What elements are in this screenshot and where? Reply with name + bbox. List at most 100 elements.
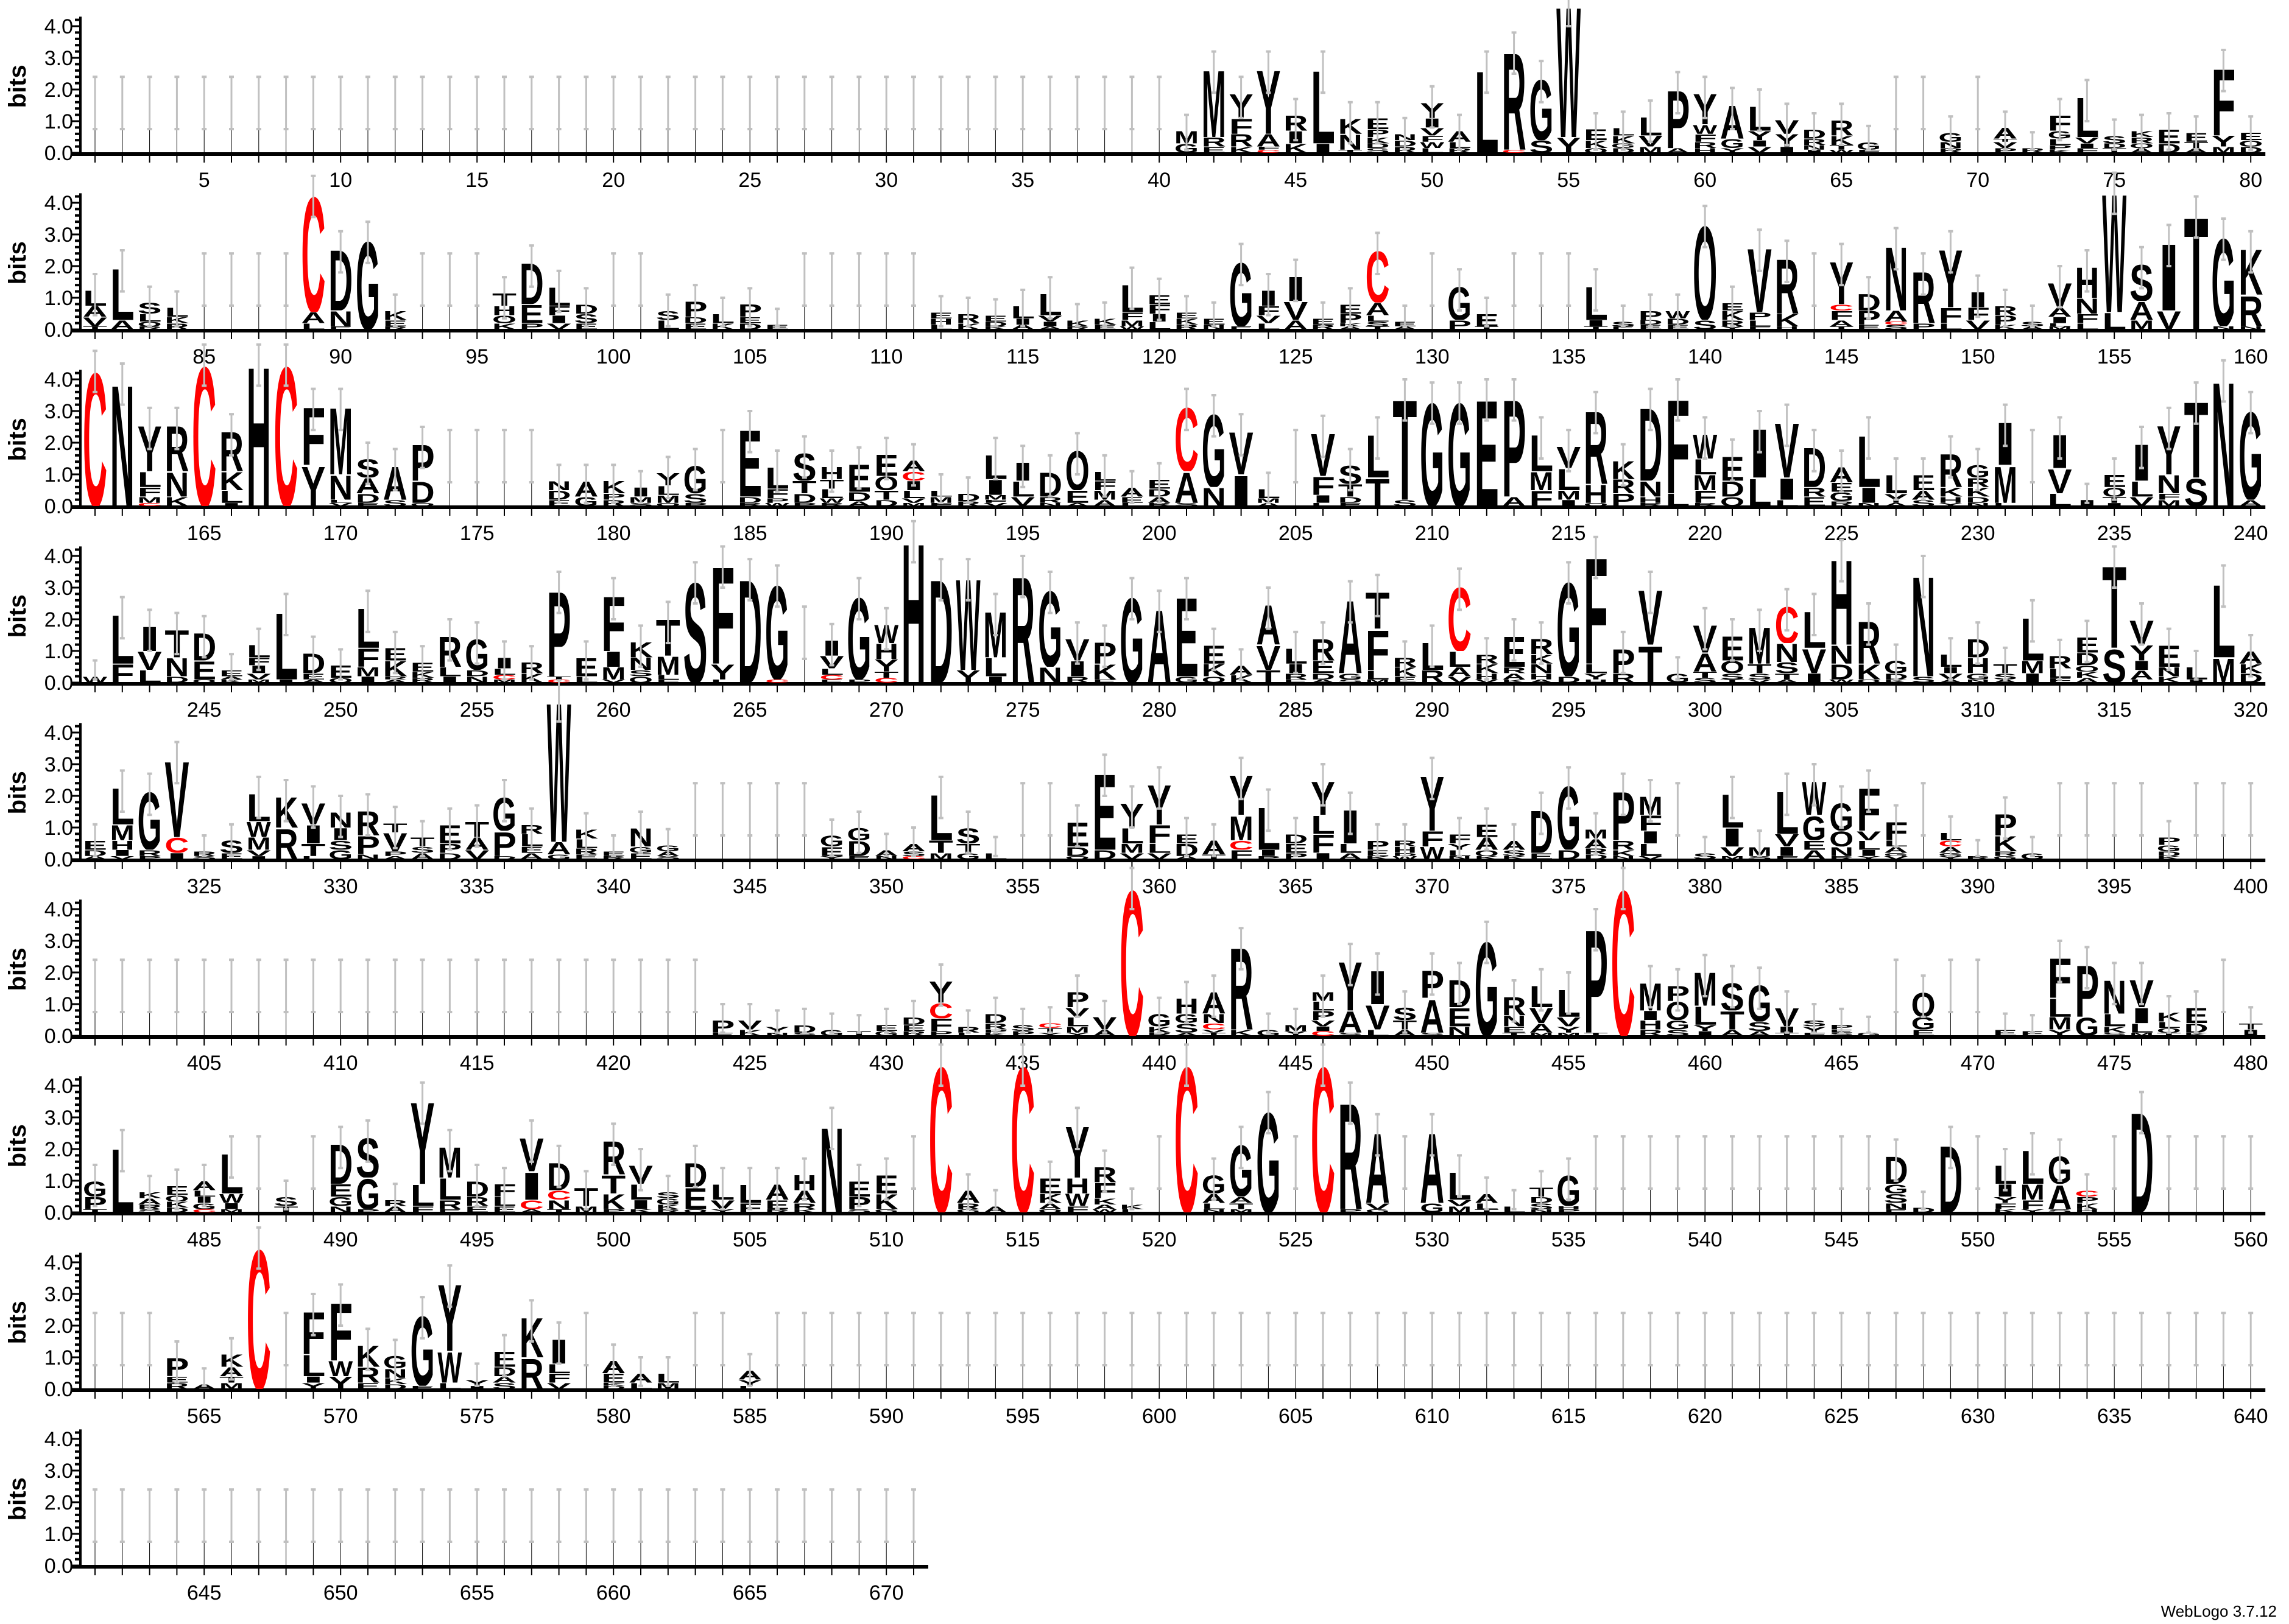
logo-column	[901, 826, 926, 859]
logo-column	[192, 343, 217, 506]
x-tick-label: 20	[602, 169, 625, 192]
logo-column	[1556, 0, 1581, 153]
logo-column	[1338, 943, 1363, 1036]
logo-column	[246, 627, 271, 683]
logo-column	[1338, 100, 1363, 153]
y-tick-label: 0.0	[44, 672, 73, 695]
logo-column	[229, 958, 234, 1036]
x-tick-label: 580	[596, 1405, 631, 1428]
x-tick-label: 55	[1557, 169, 1580, 192]
logo-column	[1347, 1312, 1353, 1389]
logo-column	[629, 810, 653, 859]
logo-column	[1048, 1312, 1053, 1389]
logo-column	[556, 76, 562, 153]
logo-column	[747, 782, 753, 859]
x-tick-label: 10	[329, 169, 352, 192]
logo-column	[1229, 242, 1254, 329]
x-tick-label: 370	[1415, 875, 1450, 898]
logo-column	[328, 387, 353, 506]
x-tick-label: 245	[187, 698, 222, 722]
logo-column	[693, 782, 698, 859]
logo-column	[1920, 76, 1926, 153]
logo-column	[93, 76, 97, 153]
logo-column	[1610, 304, 1635, 329]
logo-column	[519, 1299, 544, 1389]
y-tick-label: 1.0	[44, 463, 73, 487]
logo-column	[2166, 1135, 2171, 1212]
logo-column	[383, 293, 407, 329]
logo-column	[119, 958, 125, 1036]
logo-column	[738, 1167, 763, 1213]
logo-column	[983, 298, 1008, 329]
logo-column	[383, 448, 407, 506]
logo-column	[1638, 387, 1663, 506]
logo-column	[410, 645, 435, 683]
logo-column	[2156, 995, 2181, 1036]
logo-column	[1829, 539, 1854, 683]
logo-column	[437, 1264, 462, 1389]
logo-column	[202, 252, 207, 329]
logo-column	[601, 834, 626, 859]
logo-column	[574, 640, 599, 683]
logo-column	[1074, 1312, 1080, 1389]
x-tick-label: 345	[733, 875, 767, 898]
logo-column	[2238, 390, 2263, 506]
logo-column	[829, 1312, 834, 1389]
x-tick-label: 100	[596, 345, 631, 368]
logo-column	[765, 1167, 789, 1212]
logo-column	[311, 76, 316, 153]
logo-column	[1283, 258, 1308, 330]
x-tick-label: 150	[1961, 345, 1995, 368]
logo-column	[1447, 113, 1472, 153]
logo-column	[1447, 817, 1472, 859]
logo-column	[2075, 79, 2100, 153]
x-tick-label: 315	[2097, 698, 2132, 722]
logo-column	[775, 782, 780, 859]
x-tick-label: 465	[1824, 1052, 1859, 1075]
logo-column	[1201, 301, 1226, 330]
logo-column	[546, 269, 571, 329]
logo-column	[1311, 1043, 1335, 1213]
logo-column	[1420, 1113, 1445, 1213]
logo-column	[383, 630, 407, 683]
logo-row: 0.0 1.0 2.0 3.0 4.0 bits 5 10 15 20 25 30 35 40 45 50 55…	[4, 0, 2266, 192]
logo-column	[1020, 1312, 1026, 1389]
logo-column	[1256, 586, 1281, 683]
logo-column	[1966, 448, 1991, 506]
x-tick-label: 455	[1551, 1052, 1586, 1075]
logo-column	[928, 775, 953, 859]
y-tick-label: 2.0	[44, 1138, 73, 1161]
logo-column	[884, 1312, 889, 1389]
logo-column	[1966, 274, 1991, 330]
logo-column	[164, 611, 189, 683]
logo-column	[1211, 1312, 1216, 1389]
x-tick-label: 140	[1688, 345, 1723, 368]
x-tick-label: 495	[460, 1228, 495, 1251]
y-tick-label: 0.0	[44, 1201, 73, 1225]
logo-column	[928, 558, 953, 683]
logo-column	[1883, 804, 1908, 859]
logo-column	[137, 608, 162, 683]
logo-column	[1365, 416, 1390, 506]
logo-column	[956, 810, 981, 859]
logo-column	[601, 577, 626, 683]
logo-column	[2221, 782, 2226, 859]
logo-column	[884, 76, 889, 153]
x-tick-label: 285	[1279, 698, 1313, 722]
logo-column	[2047, 940, 2072, 1036]
logo-column	[447, 252, 453, 329]
x-tick-label: 290	[1415, 698, 1450, 722]
logo-column	[164, 740, 189, 859]
x-tick-label: 105	[733, 345, 767, 368]
y-tick-label: 2.0	[44, 255, 73, 278]
x-tick-label: 130	[1415, 345, 1450, 368]
logo-column	[420, 76, 425, 153]
x-tick-label: 445	[1279, 1052, 1313, 1075]
logo-column	[901, 999, 926, 1036]
logo-column	[1065, 303, 1090, 329]
y-tick-label: 3.0	[44, 577, 73, 600]
logo-column	[1702, 1135, 1708, 1212]
x-tick-label: 450	[1415, 1052, 1450, 1075]
logo-column	[1102, 76, 1107, 153]
logo-column	[447, 76, 453, 153]
